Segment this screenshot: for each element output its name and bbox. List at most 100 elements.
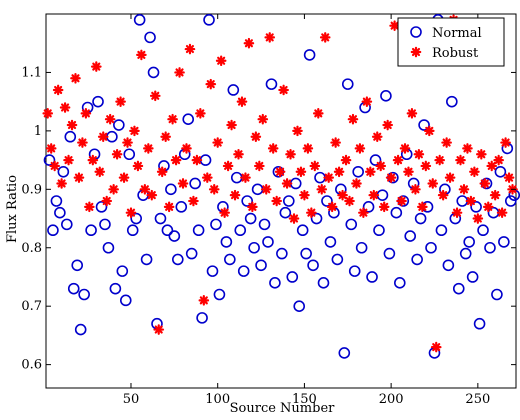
robust-point (382, 119, 393, 131)
robust-point (52, 84, 64, 96)
normal-point (418, 119, 430, 131)
normal-point (473, 317, 486, 330)
robust-point (70, 72, 81, 84)
normal-point (362, 201, 375, 213)
robust-point (312, 108, 324, 119)
robust-point (267, 143, 279, 154)
normal-point (61, 218, 73, 231)
normal-point (192, 224, 205, 237)
robust-point (45, 143, 57, 154)
normal-point (165, 183, 177, 196)
normal-point (57, 165, 70, 178)
x-tick-label: 150 (292, 392, 317, 407)
robust-point (118, 172, 130, 183)
normal-point (102, 241, 115, 254)
normal-point (74, 323, 87, 336)
robust-point (49, 160, 60, 172)
legend-robust-asterisk (410, 46, 422, 58)
normal-point (262, 236, 274, 248)
robust-point (208, 184, 220, 195)
robust-point (177, 178, 189, 189)
normal-point (463, 236, 475, 248)
normal-point (404, 230, 417, 242)
normal-point (394, 277, 406, 289)
robust-point (264, 32, 276, 43)
normal-point (466, 271, 479, 283)
robust-point (493, 154, 504, 166)
robust-point (347, 113, 359, 125)
robust-point (406, 108, 418, 119)
series-normal (43, 14, 520, 359)
normal-point (234, 224, 247, 237)
x-axis: 50 100 150 200 250 (123, 14, 490, 407)
normal-point (71, 259, 84, 272)
robust-point (281, 178, 293, 189)
normal-point (452, 282, 465, 295)
normal-point (206, 265, 219, 277)
robust-point (111, 148, 123, 160)
robust-point (434, 154, 445, 166)
normal-point (307, 259, 319, 272)
normal-point (366, 271, 378, 283)
robust-point (365, 166, 376, 178)
robust-point (236, 96, 248, 107)
x-tick-label: 100 (205, 392, 230, 407)
robust-point (219, 207, 230, 218)
normal-point (321, 195, 333, 207)
normal-point (140, 253, 153, 266)
normal-point (286, 271, 299, 283)
robust-point (344, 195, 355, 207)
normal-point (210, 218, 222, 231)
legend-normal-marker (410, 26, 422, 38)
robust-point (125, 207, 137, 218)
normal-point (310, 212, 323, 225)
robust-point (476, 148, 487, 160)
robust-point (351, 178, 362, 189)
robust-point (295, 166, 307, 178)
robust-point (243, 37, 255, 49)
robust-point (396, 195, 407, 207)
robust-point (66, 119, 78, 131)
normal-point (227, 84, 240, 96)
normal-point (119, 294, 132, 307)
normal-point (331, 253, 344, 266)
robust-point (160, 131, 171, 143)
normal-point (248, 241, 260, 254)
y-axis: 0.6 0.7 0.8 0.9 1 1.1 (21, 65, 516, 373)
legend-robust-label: Robust (432, 46, 479, 61)
robust-point (191, 154, 203, 166)
robust-point (167, 113, 178, 125)
robust-point (451, 207, 463, 218)
robust-point (56, 178, 67, 189)
normal-point (196, 312, 208, 324)
normal-point (303, 49, 316, 61)
normal-point (144, 31, 156, 44)
robust-point (410, 184, 421, 195)
normal-point (269, 277, 281, 289)
normal-point (477, 224, 489, 237)
robust-point (403, 166, 414, 178)
robust-point (146, 189, 158, 201)
robust-point (309, 160, 321, 172)
normal-point (369, 154, 382, 166)
legend-box (397, 17, 505, 67)
normal-point (168, 230, 181, 242)
normal-point (67, 282, 80, 295)
robust-point (462, 143, 473, 154)
normal-point (300, 247, 312, 260)
normal-point (279, 206, 292, 219)
robust-point (77, 137, 88, 148)
robust-point (437, 189, 449, 201)
normal-point (293, 300, 306, 312)
robust-point (198, 295, 210, 306)
robust-point (271, 195, 282, 207)
robust-point (42, 108, 54, 119)
normal-point (341, 78, 354, 90)
robust-point (316, 184, 328, 195)
normal-point (224, 253, 236, 266)
normal-point (494, 165, 507, 178)
normal-point (47, 224, 59, 237)
robust-point (84, 201, 95, 213)
robust-point (250, 131, 262, 143)
robust-point (122, 137, 133, 148)
